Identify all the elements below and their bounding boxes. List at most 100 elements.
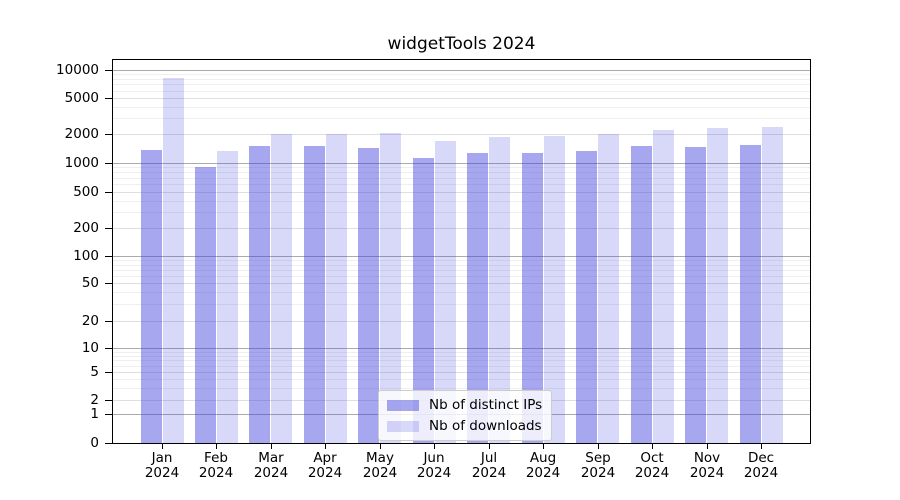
- y-tick-label: 50: [81, 275, 99, 291]
- x-tick-mark: [598, 444, 599, 449]
- y-gridline-minor: [113, 212, 810, 213]
- x-tick-label-jan: Jan 2024: [132, 451, 192, 481]
- x-tick-year: 2024: [307, 465, 343, 481]
- y-gridline-mid: [113, 192, 810, 193]
- x-tick-label-sep: Sep 2024: [568, 451, 628, 481]
- chart-title: widgetTools 2024: [387, 34, 536, 54]
- y-tick-mark: [105, 321, 112, 322]
- x-tick-label-jul: Jul 2024: [459, 451, 519, 481]
- y-tick-label: 20: [81, 313, 99, 329]
- x-tick-label-jun: Jun 2024: [404, 451, 464, 481]
- bar-distinct-ips-apr: [303, 146, 325, 443]
- y-tick-mark: [105, 348, 112, 349]
- x-tick-label-apr: Apr 2024: [295, 451, 355, 481]
- y-tick-mark: [105, 443, 112, 444]
- y-gridline-major: [113, 163, 810, 164]
- axis-spine-top: [112, 59, 811, 60]
- x-tick-label-mar: Mar 2024: [241, 451, 301, 481]
- x-tick-year: 2024: [253, 465, 289, 481]
- y-tick-label: 1000: [64, 155, 99, 171]
- x-tick-year: 2024: [689, 465, 725, 481]
- y-gridline-minor: [113, 276, 810, 277]
- y-tick-mark: [105, 414, 112, 415]
- bar-distinct-ips-may: [358, 148, 380, 443]
- bar-downloads-apr: [325, 133, 347, 443]
- x-tick-year: 2024: [525, 465, 561, 481]
- y-gridline-minor: [113, 178, 810, 179]
- y-gridline-mid: [113, 321, 810, 322]
- x-tick-month: Feb: [204, 450, 228, 466]
- y-tick-mark: [105, 98, 112, 99]
- y-tick-label: 100: [73, 248, 99, 264]
- bar-distinct-ips-oct: [630, 146, 652, 443]
- x-tick-label-oct: Oct 2024: [622, 451, 682, 481]
- y-gridline-major: [113, 256, 810, 257]
- y-gridline-minor: [113, 118, 810, 119]
- bar-distinct-ips-feb: [195, 166, 216, 443]
- x-tick-month: Jun: [423, 450, 445, 466]
- x-tick-month: May: [366, 450, 394, 466]
- y-gridline-minor: [113, 184, 810, 185]
- y-gridline-minor: [113, 84, 810, 85]
- x-tick-month: Mar: [258, 450, 284, 466]
- legend-item-downloads: Nb of downloads: [387, 418, 542, 434]
- x-tick-month: Jul: [480, 450, 498, 466]
- y-tick-label: 10: [81, 340, 99, 356]
- bar-distinct-ips-jan: [140, 150, 162, 443]
- y-gridline-minor: [113, 79, 810, 80]
- x-tick-month: Jan: [151, 450, 173, 466]
- y-tick-label: 2: [90, 392, 99, 408]
- x-tick-mark: [543, 444, 544, 449]
- y-tick-mark: [105, 163, 112, 164]
- bar-downloads-dec: [761, 127, 783, 443]
- x-tick-month: Dec: [747, 450, 775, 466]
- x-tick-mark: [380, 444, 381, 449]
- y-gridline-mid: [113, 228, 810, 229]
- y-gridline-minor: [113, 270, 810, 271]
- y-gridline-minor: [113, 292, 810, 293]
- y-gridline-minor: [113, 107, 810, 108]
- bar-distinct-ips-jun: [412, 157, 434, 443]
- bar-downloads-sep: [598, 134, 620, 443]
- legend-swatch-distinct-ips: [387, 399, 419, 411]
- x-tick-year: 2024: [144, 465, 180, 481]
- y-gridline-mid: [113, 372, 810, 373]
- y-gridline-minor: [113, 265, 810, 266]
- bar-downloads-aug: [543, 135, 565, 443]
- y-gridline-minor: [113, 74, 810, 75]
- y-tick-mark: [105, 283, 112, 284]
- bar-downloads-jun: [434, 141, 456, 443]
- legend-label-downloads: Nb of downloads: [429, 418, 542, 434]
- x-tick-month: Sep: [585, 450, 611, 466]
- bar-distinct-ips-aug: [521, 153, 543, 443]
- y-gridline-major: [113, 348, 810, 349]
- y-gridline-major: [113, 70, 810, 71]
- x-tick-month: Aug: [529, 450, 557, 466]
- x-tick-mark: [325, 444, 326, 449]
- bar-distinct-ips-mar: [249, 146, 271, 443]
- y-gridline-minor: [113, 352, 810, 353]
- bar-downloads-nov: [707, 128, 728, 443]
- y-gridline-minor: [113, 356, 810, 357]
- x-tick-label-aug: Aug 2024: [513, 451, 573, 481]
- y-tick-label: 1: [90, 406, 99, 422]
- y-tick-label: 500: [73, 184, 99, 200]
- plot-area: Nb of distinct IPs Nb of downloads: [113, 60, 810, 443]
- y-tick-mark: [105, 192, 112, 193]
- x-tick-mark: [489, 444, 490, 449]
- x-tick-year: 2024: [634, 465, 670, 481]
- bar-distinct-ips-dec: [739, 145, 761, 443]
- y-tick-label: 2000: [64, 126, 99, 142]
- x-tick-mark: [271, 444, 272, 449]
- x-tick-year: 2024: [743, 465, 779, 481]
- x-tick-label-may: May 2024: [350, 451, 410, 481]
- y-gridline-mid: [113, 134, 810, 135]
- x-tick-mark: [434, 444, 435, 449]
- x-tick-label-nov: Nov 2024: [677, 451, 737, 481]
- x-tick-mark: [652, 444, 653, 449]
- y-tick-label: 0: [90, 435, 99, 451]
- y-gridline-minor: [113, 360, 810, 361]
- y-tick-mark: [105, 228, 112, 229]
- x-tick-year: 2024: [362, 465, 398, 481]
